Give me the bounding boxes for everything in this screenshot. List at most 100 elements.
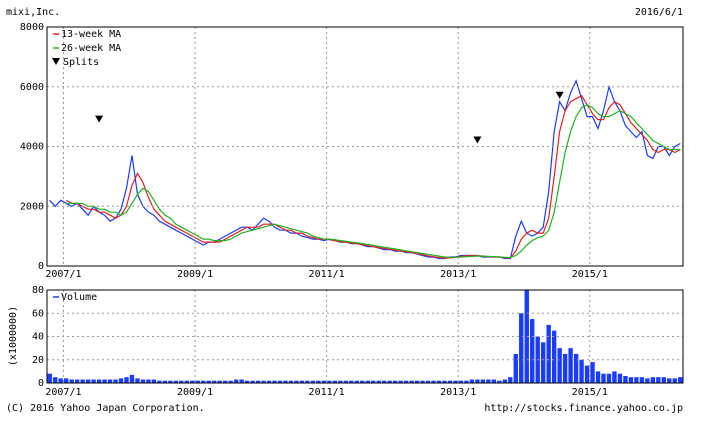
volume-bar: [151, 379, 157, 383]
volume-bar: [617, 373, 623, 383]
volume-bar: [277, 380, 283, 383]
volume-bar: [667, 378, 672, 383]
source-url: http://stocks.finance.yahoo.co.jp: [484, 403, 683, 414]
chart-date: 2016/6/1: [635, 7, 683, 18]
y-tick-label: 2000: [20, 201, 44, 212]
volume-bar: [58, 378, 63, 383]
volume-bar: [283, 380, 288, 383]
volume-bar: [551, 330, 557, 383]
volume-bar: [47, 373, 52, 383]
volume-bar: [316, 380, 321, 383]
volume-bar: [464, 380, 469, 383]
volume-bar: [508, 377, 513, 383]
volume-bar: [628, 377, 634, 383]
price-line: [49, 79, 681, 260]
legend-label: Splits: [63, 57, 99, 68]
volume-bar: [491, 379, 497, 383]
split-marker: [95, 115, 104, 123]
volume-bar: [672, 378, 677, 383]
volume-bar: [173, 380, 179, 383]
volume-bar: [118, 378, 124, 383]
volume-bar: [601, 373, 606, 383]
plot-frame: [46, 26, 684, 267]
volume-bar: [53, 377, 58, 383]
x-tick-label: 2015/1: [572, 387, 608, 398]
volume-bar: [480, 379, 486, 383]
volume-bar: [157, 380, 162, 383]
volume-bar: [645, 378, 650, 383]
volume-bar: [656, 377, 661, 383]
y-tick-label: 8000: [20, 22, 44, 33]
volume-bar: [80, 379, 85, 383]
volume-bar: [387, 380, 392, 383]
volume-bar: [530, 319, 535, 383]
volume-bar: [458, 380, 464, 383]
volume-bar: [327, 380, 332, 383]
volume-bar: [135, 378, 140, 383]
volume-bar: [222, 380, 228, 383]
volume-bar: [255, 380, 261, 383]
volume-bar: [129, 374, 135, 383]
volume-bar: [107, 379, 113, 383]
price-line: [66, 104, 681, 259]
plot: [47, 290, 683, 383]
x-tick-label: 2009/1: [177, 387, 213, 398]
volume-bar: [310, 380, 316, 383]
volume-bar: [217, 380, 222, 383]
volume-bar: [85, 379, 91, 383]
volume-bar: [371, 380, 376, 383]
volume-bar: [321, 380, 327, 383]
volume-bar: [584, 365, 590, 383]
volume-bar: [612, 371, 617, 383]
volume-bar: [91, 379, 96, 383]
chart-title: mixi,Inc.: [6, 7, 60, 18]
split-marker: [555, 91, 564, 99]
volume-bar: [261, 380, 266, 383]
x-tick-label: 2011/1: [309, 387, 345, 398]
volume-bar: [634, 377, 639, 383]
volume-bar: [162, 380, 168, 383]
volume-bar: [288, 380, 294, 383]
volume-bar: [272, 380, 277, 383]
volume-bar: [239, 379, 244, 383]
legend-label: 26-week MA: [61, 43, 121, 54]
volume-bar: [305, 380, 310, 383]
volume-bar: [96, 379, 102, 383]
volume-bar: [381, 380, 387, 383]
volume-bar: [146, 379, 151, 383]
volume-bar: [623, 376, 628, 383]
y-axis-label: (x1000000): [8, 306, 19, 366]
volume-bar: [349, 380, 354, 383]
volume-bar: [113, 379, 118, 383]
volume-bar: [562, 353, 568, 383]
y-tick-label: 6000: [20, 82, 44, 93]
volume-bar: [661, 377, 667, 383]
x-tick-label: 2011/1: [309, 269, 345, 280]
volume-bar: [540, 342, 546, 383]
volume-bar: [168, 380, 173, 383]
volume-bar: [74, 379, 80, 383]
volume-bar: [184, 380, 190, 383]
x-tick-label: 2007/1: [45, 269, 81, 280]
volume-bar: [579, 359, 584, 383]
volume-bar: [124, 377, 129, 383]
volume-bar: [425, 380, 431, 383]
volume-bar: [431, 380, 436, 383]
volume-bar: [212, 380, 217, 383]
volume-bar: [190, 380, 195, 383]
y-tick-label: 0: [38, 261, 44, 272]
volume-bar: [365, 380, 370, 383]
volume-bar: [678, 377, 683, 383]
volume-bar: [195, 380, 200, 383]
volume-bar: [140, 379, 146, 383]
volume-bar: [294, 380, 299, 383]
volume-bar: [453, 380, 458, 383]
volume-bar: [354, 380, 359, 383]
volume-bar: [557, 348, 562, 383]
volume-bar: [497, 380, 502, 383]
volume-bar: [376, 380, 381, 383]
volume-bar: [233, 379, 239, 383]
volume-bar: [590, 362, 595, 383]
volume-bar: [179, 380, 184, 383]
